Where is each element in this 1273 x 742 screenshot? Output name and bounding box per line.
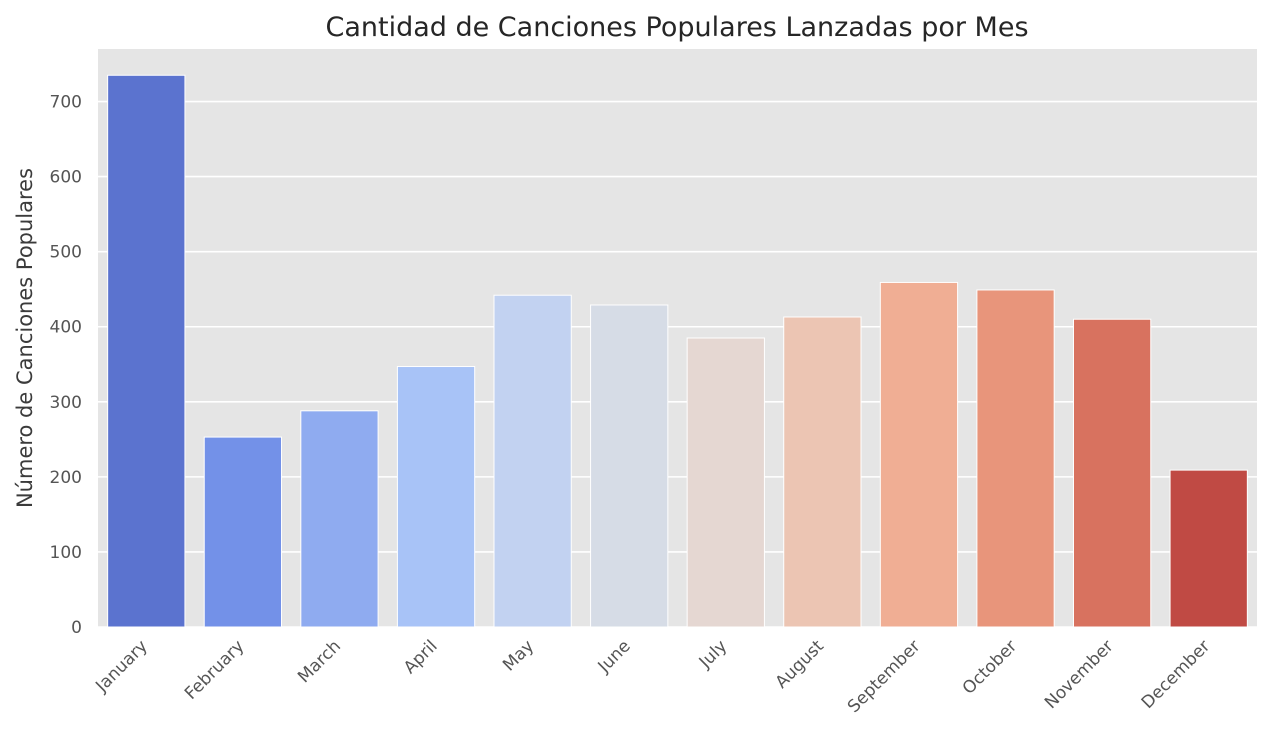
x-tick-label: April (400, 636, 442, 678)
x-tick-label: June (594, 636, 635, 677)
y-tick-label: 500 (50, 243, 82, 263)
x-tick-label: May (499, 636, 538, 675)
y-tick-label: 600 (50, 168, 82, 188)
chart-title: Cantidad de Canciones Populares Lanzadas… (325, 12, 1028, 43)
y-axis-label: Número de Canciones Populares (13, 168, 37, 508)
x-tick-label: August (772, 636, 828, 692)
x-tick-label: July (695, 636, 731, 672)
x-tick-label: January (91, 636, 151, 696)
bar-september (879, 281, 959, 628)
plot-area (98, 49, 1257, 627)
bar-february (203, 436, 283, 628)
y-tick-label: 100 (50, 543, 82, 563)
x-tick-label: November (1041, 636, 1118, 713)
x-tick-label: September (844, 636, 925, 717)
y-tick-label: 200 (50, 468, 82, 488)
bar-january (107, 74, 186, 628)
bar-october (976, 289, 1055, 628)
bar-december (1169, 469, 1248, 628)
x-tick-label: March (294, 636, 345, 687)
y-tick-label: 700 (50, 93, 82, 113)
y-tick-label: 0 (71, 618, 82, 638)
bar-june (590, 304, 669, 628)
bar-november (1072, 318, 1152, 628)
bar-april (396, 366, 476, 628)
x-tick-label: December (1138, 636, 1214, 712)
bar-march (300, 410, 379, 628)
bar-july (686, 337, 765, 628)
bar-august (783, 316, 862, 628)
y-tick-label: 300 (50, 393, 82, 413)
x-tick-label: February (181, 636, 248, 703)
x-tick-label: October (959, 636, 1021, 698)
y-tick-label: 400 (50, 318, 82, 338)
bar-may (493, 294, 572, 628)
